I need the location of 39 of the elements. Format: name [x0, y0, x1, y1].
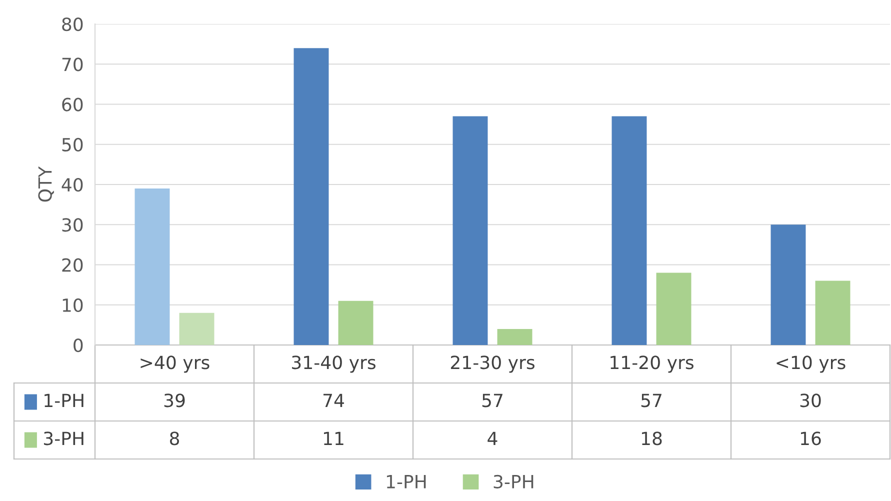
y-axis-title: QTY — [38, 166, 54, 202]
text: 1-PH — [386, 475, 426, 488]
bar — [134, 188, 170, 345]
data-label: 4 — [488, 432, 498, 445]
bar — [770, 224, 806, 345]
data-label: 16 — [800, 432, 821, 446]
x-tick-label: <10 yrs — [776, 356, 846, 373]
x-tick-label: >40 yrs — [140, 356, 210, 373]
bar — [497, 328, 532, 345]
y-tick-label: 0 — [74, 338, 83, 352]
bar — [294, 48, 329, 345]
x-tick-label: 11-20 yrs — [610, 356, 694, 373]
y-tick-label: 30 — [62, 218, 83, 232]
y-tick-label: 60 — [62, 98, 83, 112]
legend-label: 1-PH — [44, 394, 84, 407]
y-tick-label: 80 — [62, 17, 83, 32]
bar — [656, 272, 692, 345]
data-label: 74 — [323, 394, 344, 407]
y-tick-label: 70 — [62, 58, 83, 72]
data-label: 57 — [482, 394, 502, 408]
bar — [815, 280, 850, 345]
y-tick-label: 40 — [62, 178, 83, 192]
y-tick-label: 10 — [62, 298, 83, 312]
legend-label: 3-PH — [44, 432, 84, 446]
bar — [179, 312, 214, 345]
x-tick-label: 31-40 yrs — [292, 356, 376, 373]
data-label: 30 — [800, 394, 821, 408]
data-label: 18 — [642, 432, 662, 446]
y-tick-label: 20 — [62, 258, 83, 272]
text: 3-PH — [494, 474, 534, 488]
data-label: 39 — [164, 394, 185, 408]
x-tick-label: 21-30 yrs — [450, 356, 534, 373]
data-label: 11 — [324, 432, 344, 445]
data-label: 57 — [641, 394, 662, 408]
data-label: 8 — [170, 432, 180, 446]
bar — [338, 300, 374, 345]
bar — [452, 116, 488, 345]
bar — [612, 116, 647, 345]
y-tick-label: 50 — [62, 138, 83, 152]
